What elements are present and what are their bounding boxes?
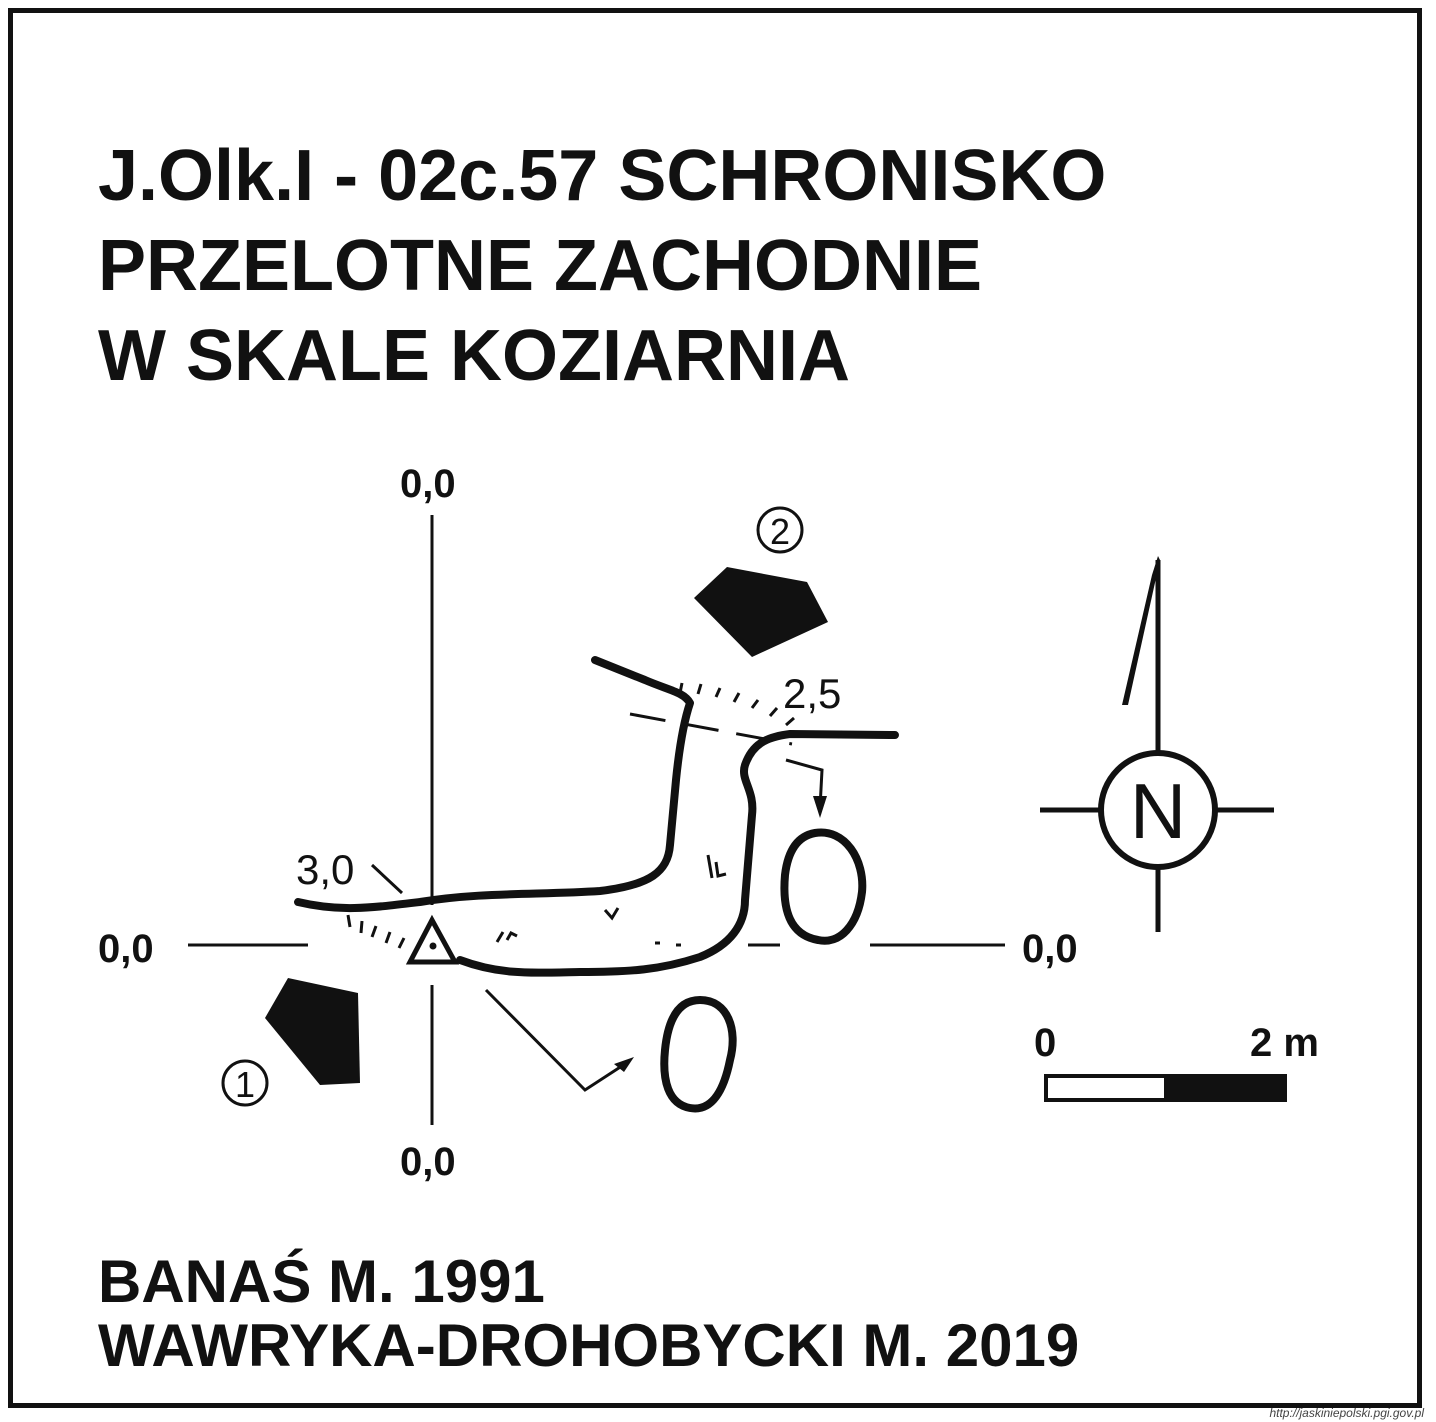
title-line-2: PRZELOTNE ZACHODNIE [98,226,983,306]
entrance-number-1: 1 [221,1059,269,1107]
rubble-symbol-2 [603,907,620,921]
survey-triangle [405,914,460,965]
leader-arrow-south [484,988,629,1092]
arrowhead-east [813,796,827,818]
axis-label-right: 0,0 [1022,927,1078,971]
rubble-symbol-1 [706,854,727,879]
north-arrow: N [1040,556,1274,932]
scale-bar: 0 2 m [1034,1021,1319,1102]
title-line-1: J.Olk.I - 02c.57 SCHRONISKO [98,136,1107,216]
author-line-2: WAWRYKA-DROHOBYCKI M. 2019 [98,1312,1080,1379]
source-watermark: http://jaskiniepolski.pgi.gov.pl [1269,1406,1424,1420]
floor-symbols [495,854,727,947]
rock-pillar-east [780,828,867,945]
svg-text:1: 1 [235,1064,255,1105]
depth-label-east: 2,5 [783,670,841,717]
dripline-dashed [629,712,793,746]
depth-label-west: 3,0 [296,846,354,893]
scale-label-start: 0 [1034,1021,1056,1065]
cave-walls [294,656,899,977]
north-circle [1098,750,1218,870]
entrance-arrow-1 [265,978,360,1085]
axis-label-top: 0,0 [400,462,456,506]
rubble-symbol-4 [655,941,681,947]
scale-segment-white [1044,1074,1168,1102]
cave-wall-north-west [294,656,694,913]
map-frame [8,8,1422,1408]
axis-label-left: 0,0 [98,927,154,971]
author-line-1: BANAŚ M. 1991 [98,1248,545,1315]
survey-station [405,914,460,965]
slope-arrows [370,758,824,1092]
entrance-hachures [346,682,795,949]
reference-axes [188,515,1005,1125]
entrance-number-2: 2 [756,506,804,554]
rock-pillars [660,828,867,1113]
title-line-3: W SKALE KOZIARNIA [98,316,850,396]
axis-label-bottom: 0,0 [400,1140,456,1184]
north-arrow-blade [1122,556,1160,705]
entrance-arrow-2 [694,567,828,657]
arrowhead-south [614,1057,634,1072]
scale-label-end: 2 m [1250,1021,1319,1065]
leader-arrow-east [785,758,824,809]
rubble-symbol-3 [495,931,518,943]
scale-segment-black [1164,1074,1287,1102]
svg-text:2: 2 [770,511,790,552]
survey-point [429,942,437,950]
leader-line-west-depth [370,863,404,895]
rock-pillar-south [660,995,737,1113]
north-letter: N [1130,767,1186,855]
cave-wall-south-east [456,730,899,977]
